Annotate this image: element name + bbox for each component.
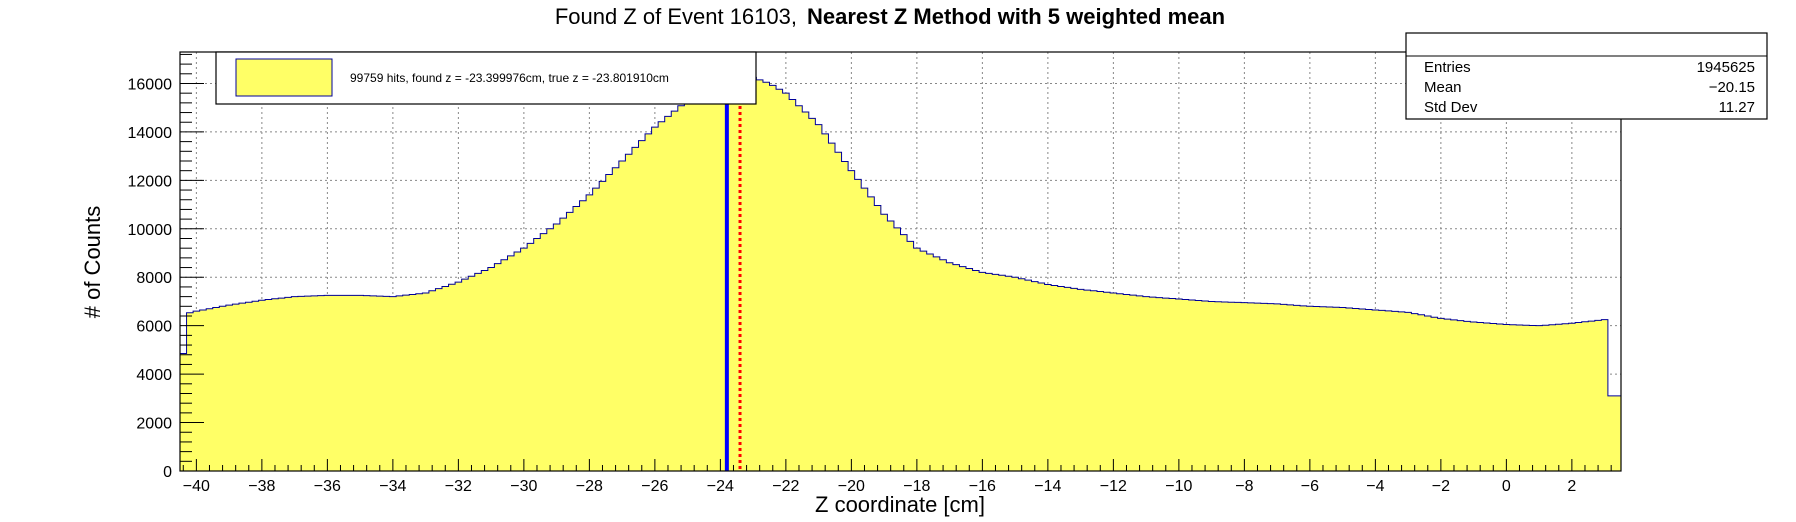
plot-area: −40 −38 −36 −34 −32 −30 −28 −26 −24 −22 −20 −18 −16−…	[128, 51, 1622, 495]
stats-mean-value: −20.15	[1709, 79, 1755, 96]
plot-frame	[179, 51, 1622, 472]
x-tick-label: −24	[707, 478, 734, 495]
stats-box: Entries 1945625 Mean −20.15 Std Dev 11.2…	[1405, 32, 1768, 120]
stats-frame	[1405, 32, 1768, 120]
x-tick-label: −22	[772, 478, 799, 495]
chart-title-prefix: Found Z of Event 16103,	[555, 4, 797, 29]
x-tick-label: −34	[379, 478, 406, 495]
x-tick-label: −30	[510, 478, 537, 495]
legend-box: 99759 hits, found z = -23.399976cm, true…	[215, 51, 757, 105]
y-tick-label: 6000	[136, 319, 172, 336]
x-tick-label: −40	[183, 478, 210, 495]
x-tick-label: −8	[1235, 478, 1253, 495]
x-tick-label: −36	[314, 478, 341, 495]
x-tick-label: 0	[1502, 478, 1511, 495]
x-tick-label: −26	[641, 478, 668, 495]
x-tick-label: −10	[1165, 478, 1192, 495]
y-tick-label: 4000	[136, 367, 172, 384]
x-axis-title: Z coordinate [cm]	[815, 492, 985, 517]
y-tick-label: 8000	[136, 270, 172, 287]
histogram-series	[179, 76, 1622, 472]
stats-entries-value: 1945625	[1697, 59, 1755, 76]
x-tick-label: −4	[1366, 478, 1384, 495]
x-tick-label: −18	[903, 478, 930, 495]
y-tick-label: 14000	[128, 125, 173, 142]
y-tick-label: 16000	[128, 76, 173, 93]
y-tick-label: 12000	[128, 173, 173, 190]
x-tick-label: −38	[248, 478, 275, 495]
legend-label: 99759 hits, found z = -23.399976cm, true…	[350, 71, 669, 85]
x-tick-label: −28	[576, 478, 603, 495]
y-axis-title: # of Counts	[80, 206, 105, 319]
stats-mean-label: Mean	[1424, 79, 1462, 96]
stats-entries-label: Entries	[1424, 59, 1471, 76]
x-tick-label: −14	[1034, 478, 1061, 495]
x-tick-label: −16	[969, 478, 996, 495]
stats-stddev-label: Std Dev	[1424, 99, 1478, 116]
x-tick-label: −12	[1100, 478, 1127, 495]
chart-title: Found Z of Event 16103, Nearest Z Method…	[555, 4, 1225, 29]
stats-stddev-value: 11.27	[1719, 99, 1755, 116]
legend-swatch	[235, 58, 333, 97]
y-tick-label: 10000	[128, 222, 173, 239]
x-tick-label: −6	[1301, 478, 1319, 495]
x-tick-label: −2	[1432, 478, 1450, 495]
y-tick-label: 0	[163, 464, 172, 481]
chart-title-bold: Nearest Z Method with 5 weighted mean	[807, 4, 1225, 29]
y-tick-label: 2000	[136, 416, 172, 433]
x-tick-label: 2	[1567, 478, 1576, 495]
x-tick-label: −32	[445, 478, 472, 495]
x-tick-label: −20	[838, 478, 865, 495]
